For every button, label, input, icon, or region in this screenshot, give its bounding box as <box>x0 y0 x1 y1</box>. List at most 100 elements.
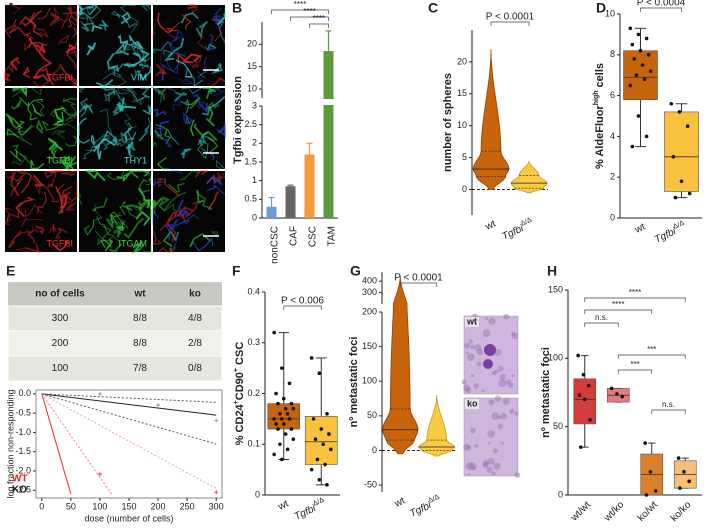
data-point <box>630 144 635 149</box>
data-point <box>311 417 316 421</box>
tissue-speck <box>481 389 485 393</box>
y-axis-label-part: CSC <box>234 342 246 368</box>
signal-stroke <box>112 225 123 238</box>
data-point <box>287 417 292 421</box>
x-tick-label-text: ko/wt <box>635 499 659 523</box>
data-point <box>643 441 647 445</box>
tissue-speck <box>482 460 490 467</box>
signal-stroke <box>62 10 78 25</box>
data-point <box>586 383 591 388</box>
signal-stroke <box>186 4 199 10</box>
significance-label: **** <box>612 300 624 309</box>
signal-stroke <box>46 178 55 188</box>
signal-stroke <box>180 148 192 159</box>
y-tick-label: 10 <box>247 83 257 93</box>
data-point <box>287 381 292 386</box>
signal-stroke <box>156 12 173 34</box>
signal-stroke <box>182 111 195 124</box>
histology-label: wt <box>466 316 477 326</box>
signal-stroke <box>101 87 116 95</box>
signal-stroke <box>192 237 214 252</box>
signal-stroke <box>196 56 207 80</box>
signal-stroke <box>3 213 19 226</box>
data-point <box>578 445 583 449</box>
signal-stroke <box>22 10 42 27</box>
x-tick-label: 300 <box>209 501 224 511</box>
signal-stroke <box>132 52 147 62</box>
signal-stroke <box>138 178 151 194</box>
signal-stroke <box>215 159 226 170</box>
signal-stroke <box>102 72 122 81</box>
signal-stroke <box>129 16 139 33</box>
signal-stroke <box>44 169 57 179</box>
signal-stroke <box>134 241 145 252</box>
signal-stroke <box>116 87 133 94</box>
signal-stroke <box>205 106 215 127</box>
signal-stroke <box>22 65 31 79</box>
table-header: ko <box>189 289 201 300</box>
signal-stroke <box>51 130 66 140</box>
y-tick-label: 100 <box>362 376 377 386</box>
signal-stroke <box>62 155 71 164</box>
signal-stroke <box>120 131 135 143</box>
table-cell: 4/8 <box>188 313 202 324</box>
y-tick-label: 0.3 <box>247 337 260 347</box>
signal-stroke <box>29 37 40 52</box>
stain-label: VIM <box>131 72 147 82</box>
x-tick-label: nonCSC <box>269 226 280 264</box>
data-point <box>682 469 686 474</box>
x-tick-label: CSC <box>307 226 318 247</box>
signal-stroke <box>99 19 110 31</box>
x-tick-label: wt <box>632 221 647 236</box>
table-row-bg <box>7 355 223 382</box>
signal-stroke <box>49 12 60 27</box>
signal-stroke <box>210 77 226 88</box>
y-tick-label: 0.2 <box>247 388 260 398</box>
tissue-speck <box>464 342 471 349</box>
signal-stroke <box>8 118 26 130</box>
data-point <box>214 418 219 423</box>
signal-stroke <box>100 129 117 145</box>
micrograph-signal <box>151 86 228 170</box>
tissue-speck <box>511 374 515 378</box>
signal-stroke <box>142 103 152 116</box>
signal-stroke <box>19 96 43 107</box>
signal-stroke <box>63 98 78 103</box>
signal-stroke <box>84 4 102 20</box>
signal-stroke <box>152 178 166 188</box>
legend-entry: KO <box>12 485 27 496</box>
signal-stroke <box>140 87 151 99</box>
signal-stroke <box>206 184 226 196</box>
x-tick-label: 0 <box>39 501 44 511</box>
signal-stroke <box>157 88 166 101</box>
signal-stroke <box>168 35 183 49</box>
signal-stroke <box>11 87 21 92</box>
signal-stroke <box>134 197 147 217</box>
y-tick-label: 50 <box>553 421 563 431</box>
data-point <box>280 417 284 421</box>
signal-stroke <box>68 49 78 59</box>
signal-stroke <box>176 206 194 223</box>
violin <box>382 275 419 455</box>
signal-stroke <box>65 135 78 147</box>
tissue-speck <box>494 395 502 402</box>
data-point <box>214 490 219 495</box>
y-axis-label-part: cells <box>594 63 606 91</box>
tissue-speck <box>470 374 474 378</box>
signal-stroke <box>65 201 77 211</box>
signal-stroke <box>60 4 78 17</box>
x-tick-label: TgfbiΔ/Δ <box>652 220 688 245</box>
y-axis-label: log fraction non-responding <box>5 389 15 498</box>
box <box>304 416 338 465</box>
stain-label: ITGAM <box>119 238 148 248</box>
signal-stroke <box>181 53 202 64</box>
tissue-speck <box>492 448 499 454</box>
signal-stroke <box>60 66 78 86</box>
x-tick-label-text: wt/wt <box>568 499 593 524</box>
x-tick-label-text: wt/ko <box>601 499 626 524</box>
data-point <box>581 372 586 377</box>
signal-stroke <box>153 129 165 141</box>
signal-stroke <box>31 88 43 96</box>
significance-label: **** <box>303 7 315 16</box>
x-tick-label: TAM <box>326 226 337 246</box>
